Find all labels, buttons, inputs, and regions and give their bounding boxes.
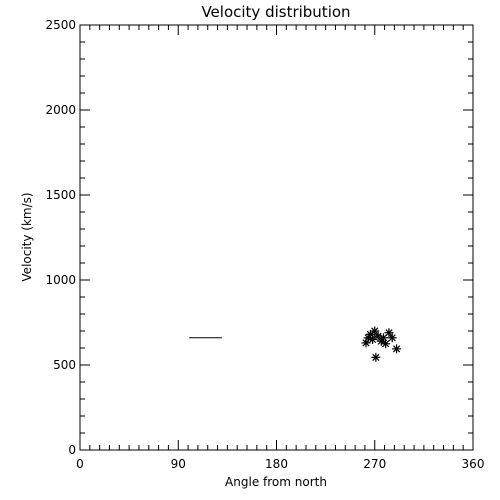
chart-title: Velocity distribution xyxy=(201,3,350,21)
asterisk-point xyxy=(370,326,380,336)
x-tick-label: 270 xyxy=(363,457,386,471)
x-tick-label: 0 xyxy=(76,457,84,471)
y-tick-label: 1500 xyxy=(45,188,76,202)
axis-ticks xyxy=(79,24,474,451)
y-tick-label: 2000 xyxy=(45,103,76,117)
y-tick-label: 1000 xyxy=(45,273,76,287)
y-tick-label: 0 xyxy=(68,443,76,457)
y-tick-labels: 0 500 1000 1500 2000 2500 xyxy=(45,18,76,457)
x-tick-label: 360 xyxy=(462,457,485,471)
asterisk-point xyxy=(384,328,394,338)
x-tick-label: 90 xyxy=(171,457,186,471)
asterisk-point xyxy=(368,335,378,344)
plot-frame xyxy=(79,24,474,451)
y-tick-label: 500 xyxy=(53,358,76,372)
asterisk-point xyxy=(381,339,391,349)
asterisk-point xyxy=(371,352,381,362)
data-points xyxy=(361,326,402,362)
x-tick-labels: 0 90 180 270 360 xyxy=(76,457,484,471)
x-axis-label: Angle from north xyxy=(225,475,327,489)
y-axis-label: Velocity (km/s) xyxy=(20,192,34,281)
asterisk-point xyxy=(387,333,397,343)
asterisk-point xyxy=(392,344,402,354)
y-tick-label: 2500 xyxy=(45,18,76,32)
x-tick-label: 180 xyxy=(265,457,288,471)
